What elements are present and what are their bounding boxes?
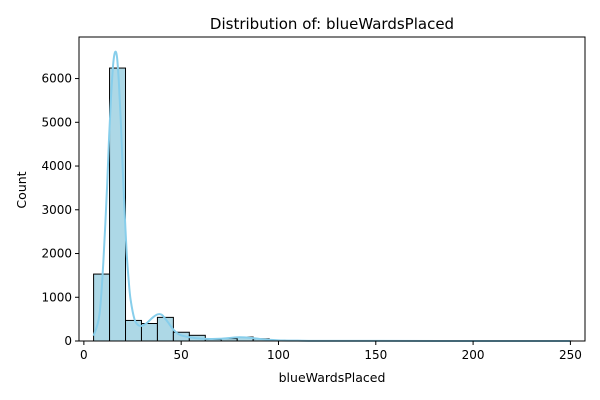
kde-curve — [92, 50, 571, 342]
histogram-bar — [125, 319, 142, 342]
y-axis-label: Count — [14, 171, 29, 208]
y-tick-label: 2000 — [41, 247, 72, 261]
plot-frame — [78, 36, 586, 342]
x-tick-label: 50 — [174, 348, 189, 362]
x-tick-label: 100 — [267, 348, 290, 362]
y-axis-ticks: 0 1000 2000 3000 4000 5000 6000 — [41, 72, 79, 348]
x-tick-label: 150 — [364, 348, 387, 362]
x-tick-label: 250 — [559, 348, 582, 362]
histogram-bar — [109, 67, 127, 342]
x-axis-label: blueWardsPlaced — [279, 370, 386, 385]
y-tick-label: 3000 — [41, 203, 72, 217]
histogram-bars — [93, 67, 573, 342]
y-tick-label: 1000 — [41, 290, 72, 304]
chart-title: Distribution of: blueWardsPlaced — [210, 15, 454, 33]
y-tick-label: 4000 — [41, 159, 72, 173]
x-tick-label: 200 — [462, 348, 485, 362]
x-tick-label: 0 — [80, 348, 88, 362]
y-tick-label: 6000 — [41, 72, 72, 86]
x-axis-ticks: 0 50 100 150 200 250 — [80, 341, 582, 362]
y-tick-label: 0 — [64, 334, 72, 348]
histogram-bar — [156, 316, 174, 342]
y-tick-label: 5000 — [41, 115, 72, 129]
